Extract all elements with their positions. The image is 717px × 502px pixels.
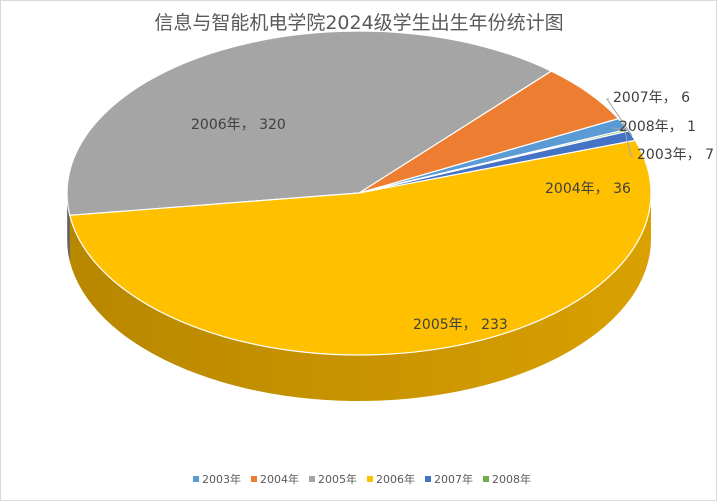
legend-label-2008年: 2008年 (492, 472, 531, 486)
data-label-2008年: 2008年， 1 (619, 119, 696, 135)
legend-swatch-2004年 (251, 476, 257, 482)
pie-top-faces (66, 30, 652, 356)
legend-label-2005年: 2005年 (318, 472, 357, 486)
data-labels: 2003年， 7 2004年， 36 2005年， 233 2006年， 320 200… (191, 90, 714, 333)
leader-lines (606, 98, 633, 157)
data-label-2005年: 2005年， 233 (413, 317, 508, 333)
data-label-2007年: 2007年， 6 (613, 90, 690, 106)
legend-label-2003年: 2003年 (202, 472, 241, 486)
leader-line-2003年 (622, 123, 633, 157)
legend-swatch-2007年 (425, 476, 431, 482)
leader-line-2008年 (612, 127, 629, 131)
legend-label-2007年: 2007年 (434, 472, 473, 486)
pie-side-walls (67, 193, 652, 402)
legend-label-2006年: 2006年 (376, 472, 415, 486)
legend-swatch-2006年 (367, 476, 373, 482)
leader-line-2007年 (606, 98, 633, 136)
pie-slice-2006年 (69, 139, 652, 356)
chart-title: 信息与智能机电学院2024级学生出生年份统计图 (154, 12, 563, 34)
pie-slice-2005年 (66, 30, 553, 216)
legend-swatch-2005年 (309, 476, 315, 482)
data-label-2003年: 2003年， 7 (637, 147, 714, 163)
legend-label-2004年: 2004年 (260, 472, 299, 486)
data-label-2004年: 2004年， 36 (545, 181, 631, 197)
legend-swatch-2003年 (193, 476, 199, 482)
pie-side-2005年 (67, 193, 70, 262)
legend-swatch-2008年 (483, 476, 489, 482)
pie-side-2006年 (69, 193, 652, 402)
data-label-2006年: 2006年， 320 (191, 117, 286, 133)
legend: 2003年 2004年 2005年 2006年 2007年 2008年 (193, 472, 531, 486)
